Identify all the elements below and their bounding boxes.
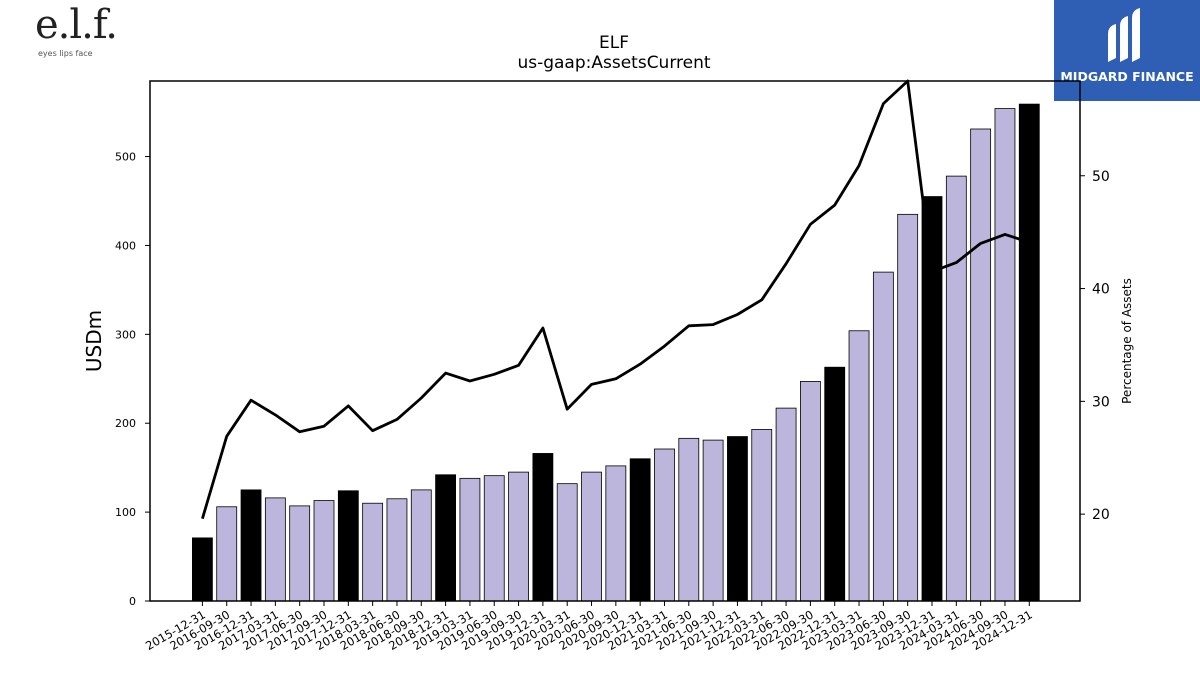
bar-2024-03-31 [945, 175, 967, 602]
bar-2018-03-31 [362, 502, 384, 602]
bar-2019-06-30 [483, 475, 505, 602]
bar-2020-12-31 [629, 458, 651, 602]
bar-2024-06-30 [970, 128, 992, 602]
bar-2019-12-31 [532, 453, 554, 602]
bar-2017-09-30 [313, 500, 335, 602]
bars-group [191, 103, 1040, 602]
y2-tick-label: 20 [1092, 507, 1110, 523]
x-axis: 2015-12-312016-09-302016-12-312017-03-31… [143, 601, 1035, 653]
bar-2024-09-30 [994, 108, 1016, 602]
chart-subtitle: us-gaap:AssetsCurrent [517, 53, 710, 73]
bar-2021-03-31 [654, 448, 675, 602]
bar-2019-03-31 [459, 477, 481, 602]
brand-tagline: eyes lips face [38, 49, 93, 58]
bar-2022-12-31 [824, 366, 846, 602]
sponsor-badge: MIDGARD FINANCE [1054, 0, 1200, 101]
bar-2016-09-30 [216, 506, 238, 602]
bar-2023-12-31 [921, 196, 943, 602]
y-axis-label: USDm [82, 310, 106, 372]
y-tick-label: 300 [115, 328, 136, 341]
bar-2018-06-30 [386, 498, 408, 602]
bar-2019-09-30 [508, 471, 529, 602]
bar-2016-12-31 [240, 489, 262, 602]
y-tick-label: 100 [115, 506, 136, 519]
bar-2020-09-30 [605, 465, 627, 602]
percentage-line [201, 79, 1030, 520]
y-tick-label: 400 [115, 239, 136, 252]
bar-2022-06-30 [775, 407, 797, 602]
bar-2017-06-30 [289, 505, 311, 602]
bar-2020-06-30 [581, 471, 602, 602]
bar-2021-09-30 [702, 439, 724, 602]
y-tick-label: 500 [115, 151, 136, 164]
line-group [201, 79, 1030, 520]
bar-2020-03-31 [556, 483, 578, 602]
bar-2023-09-30 [897, 213, 919, 602]
bar-2021-12-31 [727, 436, 748, 602]
bar-2021-06-30 [678, 437, 700, 602]
y-tick-label: 0 [129, 595, 136, 608]
bar-2017-12-31 [337, 490, 359, 602]
brand-logo: e.l.f. eyes lips face [30, 2, 118, 62]
chart-title: ELF [599, 33, 629, 53]
brand-logo-text: e.l.f. [35, 2, 118, 48]
y-axis-left: 0 100 200 300 400 500 [115, 151, 150, 608]
y2-tick-label: 40 [1092, 282, 1110, 298]
bar-2017-03-31 [264, 497, 286, 602]
y-axis-right: 20 30 40 50 [1080, 169, 1110, 523]
sponsor-mark-icon [1108, 8, 1140, 62]
y2-axis-label: Percentage of Assets [1120, 278, 1134, 404]
bar-2022-03-31 [751, 429, 773, 602]
y2-tick-label: 30 [1092, 394, 1110, 410]
bar-2022-09-30 [800, 381, 821, 602]
bar-2015-12-31 [191, 537, 213, 602]
bar-2023-06-30 [872, 271, 894, 602]
bar-2024-12-31 [1018, 103, 1040, 602]
bar-2018-12-31 [435, 474, 457, 602]
sponsor-name: MIDGARD FINANCE [1060, 69, 1194, 84]
y-tick-label: 200 [115, 417, 136, 430]
bar-2023-03-31 [848, 330, 870, 602]
bar-2018-09-30 [410, 489, 432, 602]
y2-tick-label: 50 [1092, 169, 1110, 185]
plot-frame [149, 80, 1081, 602]
